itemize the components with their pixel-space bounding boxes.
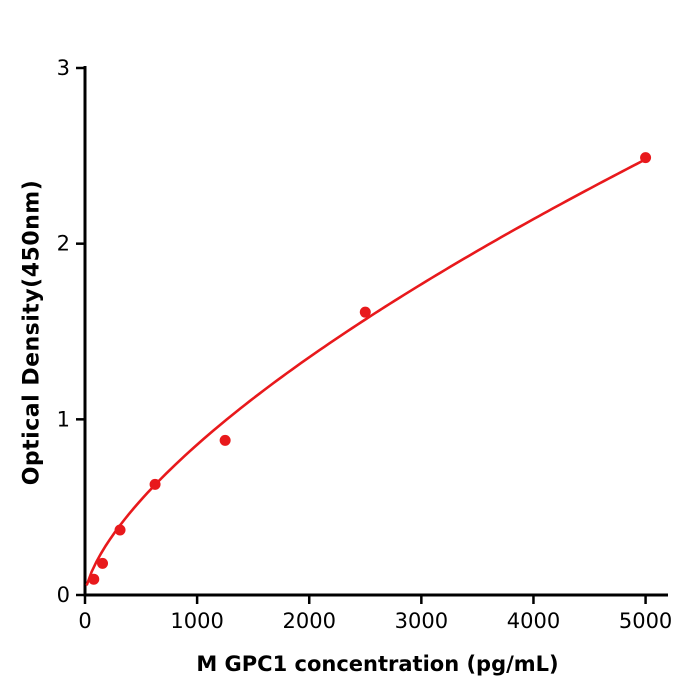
x-tick-label: 0 <box>78 609 91 633</box>
y-tick-label: 3 <box>57 56 70 80</box>
x-axis-title: M GPC1 concentration (pg/mL) <box>196 652 559 676</box>
y-tick-label: 2 <box>57 232 70 256</box>
data-point <box>88 573 100 585</box>
y-axis-title: Optical Density(450nm) <box>19 179 45 486</box>
data-point <box>219 434 231 446</box>
data-point <box>359 306 371 318</box>
data-point <box>640 152 652 164</box>
x-tick-label: 3000 <box>395 609 448 633</box>
y-tick-label: 0 <box>57 583 70 607</box>
data-point <box>114 524 126 536</box>
fit-curve <box>85 158 647 586</box>
y-tick-label: 1 <box>57 407 70 431</box>
x-tick-label: 2000 <box>283 609 336 633</box>
x-tick-label: 5000 <box>619 609 672 633</box>
data-point <box>149 478 161 490</box>
data-point <box>97 557 109 569</box>
x-tick-label: 1000 <box>170 609 223 633</box>
x-tick-label: 4000 <box>507 609 560 633</box>
